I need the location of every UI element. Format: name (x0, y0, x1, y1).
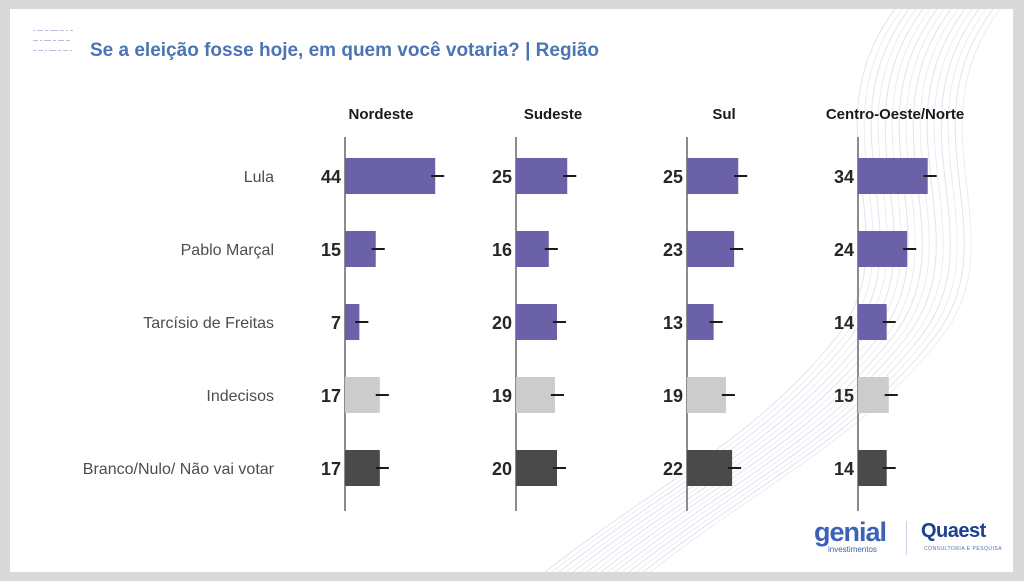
bar (687, 450, 733, 486)
bar (516, 450, 557, 486)
data-label: 19 (492, 386, 512, 406)
data-label: 17 (321, 459, 341, 479)
data-label: 19 (663, 386, 683, 406)
decoration-wave-line (544, 9, 896, 572)
page-title: Se a eleição fosse hoje, em quem você vo… (90, 40, 600, 61)
bar (345, 231, 376, 267)
decoration-wave-line (607, 9, 959, 572)
logos-area: genial investimentos Quaest CONSULTORIA … (810, 517, 1010, 565)
bar (345, 304, 360, 340)
series-group: Sudeste 25 16 20 19 20 (492, 106, 582, 511)
bar (687, 158, 739, 194)
bar (687, 231, 735, 267)
bar (516, 304, 557, 340)
genial-logo-subtitle: investimentos (828, 545, 877, 554)
decoration-wave-line (600, 9, 952, 572)
series-header: Sudeste (524, 106, 582, 123)
slide: Se a eleição fosse hoje, em quem você vo… (10, 9, 1013, 572)
bar (858, 231, 908, 267)
quaest-logo: Quaest (921, 520, 986, 542)
bar (858, 304, 887, 340)
bar (516, 377, 555, 413)
decoration-wave-line (649, 9, 1001, 572)
category-label: Branco/Nulo/ Não vai votar (83, 461, 275, 478)
series-header: Sul (712, 106, 735, 123)
bar (687, 377, 726, 413)
bar-chart: Lula Pablo Marçal Tarcísio de Freitas Indec… (83, 106, 964, 511)
data-label: 20 (492, 459, 512, 479)
data-label: 17 (321, 386, 341, 406)
bar (687, 304, 714, 340)
data-label: 20 (492, 313, 512, 333)
corner-logo-mark (33, 30, 73, 51)
bar (858, 377, 889, 413)
category-label: Indecisos (206, 388, 274, 405)
bar (516, 231, 549, 267)
decoration-wave-line (635, 9, 987, 572)
category-label: Lula (244, 169, 274, 186)
data-label: 24 (834, 240, 854, 260)
series-header: Nordeste (348, 106, 413, 123)
data-label: 14 (834, 459, 854, 479)
logo-divider (906, 521, 907, 555)
data-label: 14 (834, 313, 854, 333)
series-header: Centro-Oeste/Norte (826, 106, 964, 123)
data-label: 22 (663, 459, 683, 479)
data-label: 13 (663, 313, 683, 333)
data-label: 44 (321, 167, 341, 187)
data-label: 25 (663, 167, 683, 187)
bar (345, 158, 436, 194)
data-label: 15 (834, 386, 854, 406)
decoration-wave-line (558, 9, 910, 572)
data-label: 34 (834, 167, 854, 187)
data-label: 23 (663, 240, 683, 260)
bar (516, 158, 568, 194)
background-wave-decoration (544, 9, 1001, 572)
category-label: Tarcísio de Freitas (143, 315, 274, 332)
decoration-wave-line (628, 9, 980, 572)
decoration-wave-line (551, 9, 903, 572)
data-label: 15 (321, 240, 341, 260)
genial-logo: genial (814, 517, 887, 547)
bar (345, 377, 380, 413)
series-group: Sul 25 23 13 19 22 (663, 106, 748, 511)
quaest-logo-subtitle: CONSULTORIA E PESQUISA (924, 546, 1003, 552)
decoration-wave-line (614, 9, 966, 572)
bar (858, 450, 887, 486)
decoration-wave-line (642, 9, 994, 572)
category-label: Pablo Marçal (181, 242, 274, 259)
decoration-wave-line (621, 9, 973, 572)
series-group: Nordeste 44 15 7 17 17 (321, 106, 445, 511)
data-label: 25 (492, 167, 512, 187)
data-label: 16 (492, 240, 512, 260)
decoration-wave-line (565, 9, 917, 572)
bar (345, 450, 380, 486)
series-group: Centro-Oeste/Norte 34 24 14 15 14 (826, 106, 964, 511)
bar (858, 158, 928, 194)
data-label: 7 (331, 313, 341, 333)
